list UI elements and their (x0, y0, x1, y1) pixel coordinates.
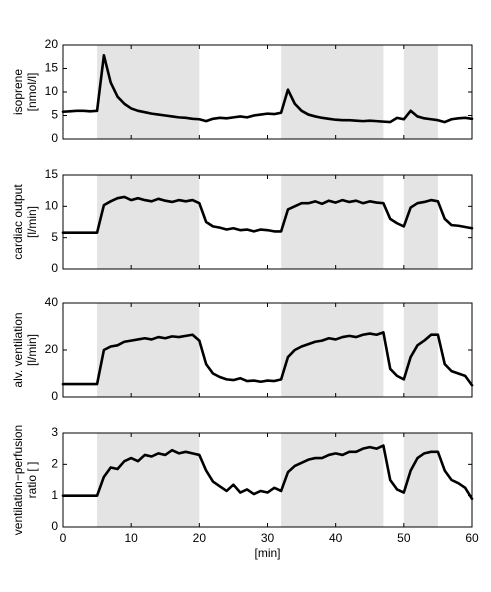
shaded-region (281, 45, 384, 139)
x-tick-label: 0 (60, 531, 67, 545)
y-tick-label: 5 (51, 230, 58, 244)
y-axis-label: alv. ventilation (11, 312, 25, 387)
y-tick-label: 0 (51, 389, 58, 403)
shaded-region (403, 433, 438, 527)
y-tick-label: 15 (45, 61, 59, 75)
y-tick-label: 3 (51, 425, 58, 439)
y-axis-label: [l/min] (25, 206, 39, 238)
data-line (61, 331, 474, 387)
data-line (61, 54, 474, 124)
y-tick-label: 40 (45, 295, 59, 309)
y-axis-label: [nmol/l] (25, 73, 39, 112)
shaded-region (97, 45, 200, 139)
shaded-region (403, 45, 438, 139)
y-tick-label: 1 (51, 488, 58, 502)
x-tick-label: 30 (261, 531, 275, 545)
shaded-region (403, 175, 438, 269)
data-line (61, 444, 474, 501)
y-tick-label: 5 (51, 108, 58, 122)
y-axis-label: isoprene (11, 69, 25, 115)
data-line (61, 195, 474, 234)
shaded-region (281, 303, 384, 397)
shaded-region (281, 175, 384, 269)
x-tick-label: 20 (193, 531, 207, 545)
y-tick-label: 10 (45, 199, 59, 213)
x-tick-label: 10 (124, 531, 138, 545)
subplot: 0 20 40 alv. ventilation [l/min] (11, 295, 474, 403)
x-axis-label: [min] (254, 546, 280, 560)
subplot: 0 5 10 15 cardiac output [l/min] (11, 167, 474, 275)
shaded-region (97, 175, 200, 269)
y-tick-label: 20 (45, 37, 59, 51)
subplot: 0 5 10 15 20 isoprene [nmol/l] (11, 37, 474, 145)
y-tick-label: 0 (51, 519, 58, 533)
y-tick-label: 2 (51, 457, 58, 471)
y-axis-label: [l/min] (25, 334, 39, 366)
shaded-region (97, 433, 200, 527)
y-axis-label: ventilation−perfusion (11, 425, 25, 535)
shaded-region (403, 303, 438, 397)
y-tick-label: 0 (51, 261, 58, 275)
y-tick-label: 20 (45, 342, 59, 356)
y-tick-label: 0 (51, 131, 58, 145)
y-axis-label: cardiac output (11, 184, 25, 260)
y-tick-label: 15 (45, 167, 59, 181)
x-tick-label: 60 (465, 531, 479, 545)
x-tick-label: 40 (329, 531, 343, 545)
y-tick-label: 10 (45, 84, 59, 98)
shaded-region (97, 303, 200, 397)
y-axis-label: ratio [ ] (25, 462, 39, 499)
x-tick-label: 50 (397, 531, 411, 545)
